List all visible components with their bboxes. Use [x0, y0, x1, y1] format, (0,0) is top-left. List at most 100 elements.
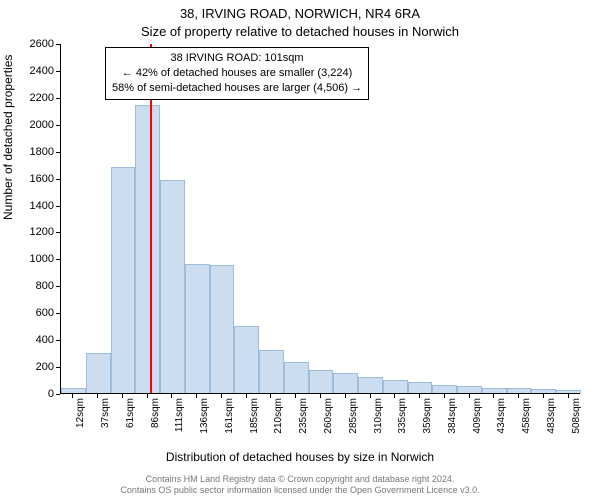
- x-tick-mark: [97, 394, 98, 398]
- x-tick-label: 185sqm: [249, 398, 260, 442]
- x-tick-label: 285sqm: [348, 398, 359, 442]
- x-tick-mark: [270, 394, 271, 398]
- annotation-box: 38 IRVING ROAD: 101sqm← 42% of detached …: [105, 47, 369, 100]
- y-tick-mark: [56, 98, 60, 99]
- bar: [284, 362, 309, 393]
- y-tick-label: 1600: [16, 173, 54, 185]
- bar: [111, 167, 136, 393]
- y-tick-mark: [56, 179, 60, 180]
- bar: [185, 264, 210, 393]
- y-tick-label: 2200: [16, 92, 54, 104]
- x-tick-mark: [196, 394, 197, 398]
- y-tick-label: 200: [16, 361, 54, 373]
- x-tick-label: 359sqm: [422, 398, 433, 442]
- y-tick-mark: [56, 367, 60, 368]
- y-tick-label: 600: [16, 307, 54, 319]
- x-tick-label: 161sqm: [224, 398, 235, 442]
- y-tick-mark: [56, 259, 60, 260]
- x-tick-label: 335sqm: [397, 398, 408, 442]
- footer-line-1: Contains HM Land Registry data © Crown c…: [0, 474, 600, 485]
- bar: [383, 380, 408, 393]
- x-tick-mark: [171, 394, 172, 398]
- y-tick-label: 1200: [16, 226, 54, 238]
- x-tick-mark: [419, 394, 420, 398]
- annotation-line: 58% of semi-detached houses are larger (…: [112, 81, 362, 96]
- x-tick-label: 310sqm: [373, 398, 384, 442]
- footer-attribution: Contains HM Land Registry data © Crown c…: [0, 474, 600, 496]
- y-tick-mark: [56, 286, 60, 287]
- bar: [86, 353, 111, 393]
- x-tick-mark: [493, 394, 494, 398]
- x-tick-mark: [122, 394, 123, 398]
- bar: [408, 382, 433, 393]
- y-tick-mark: [56, 152, 60, 153]
- annotation-line: ← 42% of detached houses are smaller (3,…: [112, 66, 362, 81]
- x-tick-label: 409sqm: [472, 398, 483, 442]
- x-axis-label: Distribution of detached houses by size …: [0, 450, 600, 464]
- bar: [160, 180, 185, 393]
- x-tick-mark: [221, 394, 222, 398]
- x-tick-label: 37sqm: [100, 398, 111, 442]
- x-tick-mark: [394, 394, 395, 398]
- y-tick-mark: [56, 125, 60, 126]
- bar: [556, 390, 581, 393]
- y-tick-mark: [56, 313, 60, 314]
- x-tick-mark: [543, 394, 544, 398]
- bar: [333, 373, 358, 393]
- x-tick-label: 12sqm: [75, 398, 86, 442]
- x-tick-label: 384sqm: [447, 398, 458, 442]
- x-tick-mark: [72, 394, 73, 398]
- x-tick-mark: [568, 394, 569, 398]
- x-tick-label: 434sqm: [496, 398, 507, 442]
- x-tick-mark: [147, 394, 148, 398]
- plot-area: 38 IRVING ROAD: 101sqm← 42% of detached …: [60, 44, 580, 394]
- bar: [507, 388, 532, 393]
- bar: [61, 388, 86, 393]
- x-tick-mark: [518, 394, 519, 398]
- footer-line-2: Contains OS public sector information li…: [0, 485, 600, 496]
- bar: [432, 385, 457, 393]
- title-address: 38, IRVING ROAD, NORWICH, NR4 6RA: [0, 6, 600, 21]
- y-axis-label: Number of detached properties: [1, 55, 15, 220]
- x-tick-label: 61sqm: [125, 398, 136, 442]
- x-tick-mark: [246, 394, 247, 398]
- y-tick-mark: [56, 340, 60, 341]
- bar: [358, 377, 383, 393]
- y-tick-mark: [56, 71, 60, 72]
- y-tick-mark: [56, 394, 60, 395]
- y-tick-label: 0: [16, 388, 54, 400]
- x-tick-mark: [320, 394, 321, 398]
- x-tick-mark: [345, 394, 346, 398]
- title-subtitle: Size of property relative to detached ho…: [0, 24, 600, 39]
- x-tick-mark: [295, 394, 296, 398]
- bar: [234, 326, 259, 393]
- x-tick-label: 483sqm: [546, 398, 557, 442]
- x-tick-label: 111sqm: [174, 398, 185, 442]
- x-tick-label: 86sqm: [150, 398, 161, 442]
- bar: [135, 105, 160, 393]
- y-tick-mark: [56, 206, 60, 207]
- bar: [259, 350, 284, 393]
- annotation-line: 38 IRVING ROAD: 101sqm: [112, 51, 362, 66]
- x-tick-label: 260sqm: [323, 398, 334, 442]
- bar: [210, 265, 235, 393]
- x-tick-label: 210sqm: [273, 398, 284, 442]
- bar: [531, 389, 556, 393]
- x-tick-label: 508sqm: [571, 398, 582, 442]
- x-tick-label: 458sqm: [521, 398, 532, 442]
- y-tick-mark: [56, 232, 60, 233]
- y-tick-mark: [56, 44, 60, 45]
- bar: [309, 370, 334, 393]
- bar: [482, 388, 507, 393]
- y-tick-label: 2000: [16, 119, 54, 131]
- x-tick-label: 136sqm: [199, 398, 210, 442]
- bar: [457, 386, 482, 393]
- y-tick-label: 1000: [16, 253, 54, 265]
- x-tick-label: 235sqm: [298, 398, 309, 442]
- x-tick-mark: [444, 394, 445, 398]
- y-tick-label: 800: [16, 280, 54, 292]
- y-tick-label: 1400: [16, 200, 54, 212]
- x-tick-mark: [370, 394, 371, 398]
- chart-container: 38, IRVING ROAD, NORWICH, NR4 6RA Size o…: [0, 0, 600, 500]
- y-tick-label: 2600: [16, 38, 54, 50]
